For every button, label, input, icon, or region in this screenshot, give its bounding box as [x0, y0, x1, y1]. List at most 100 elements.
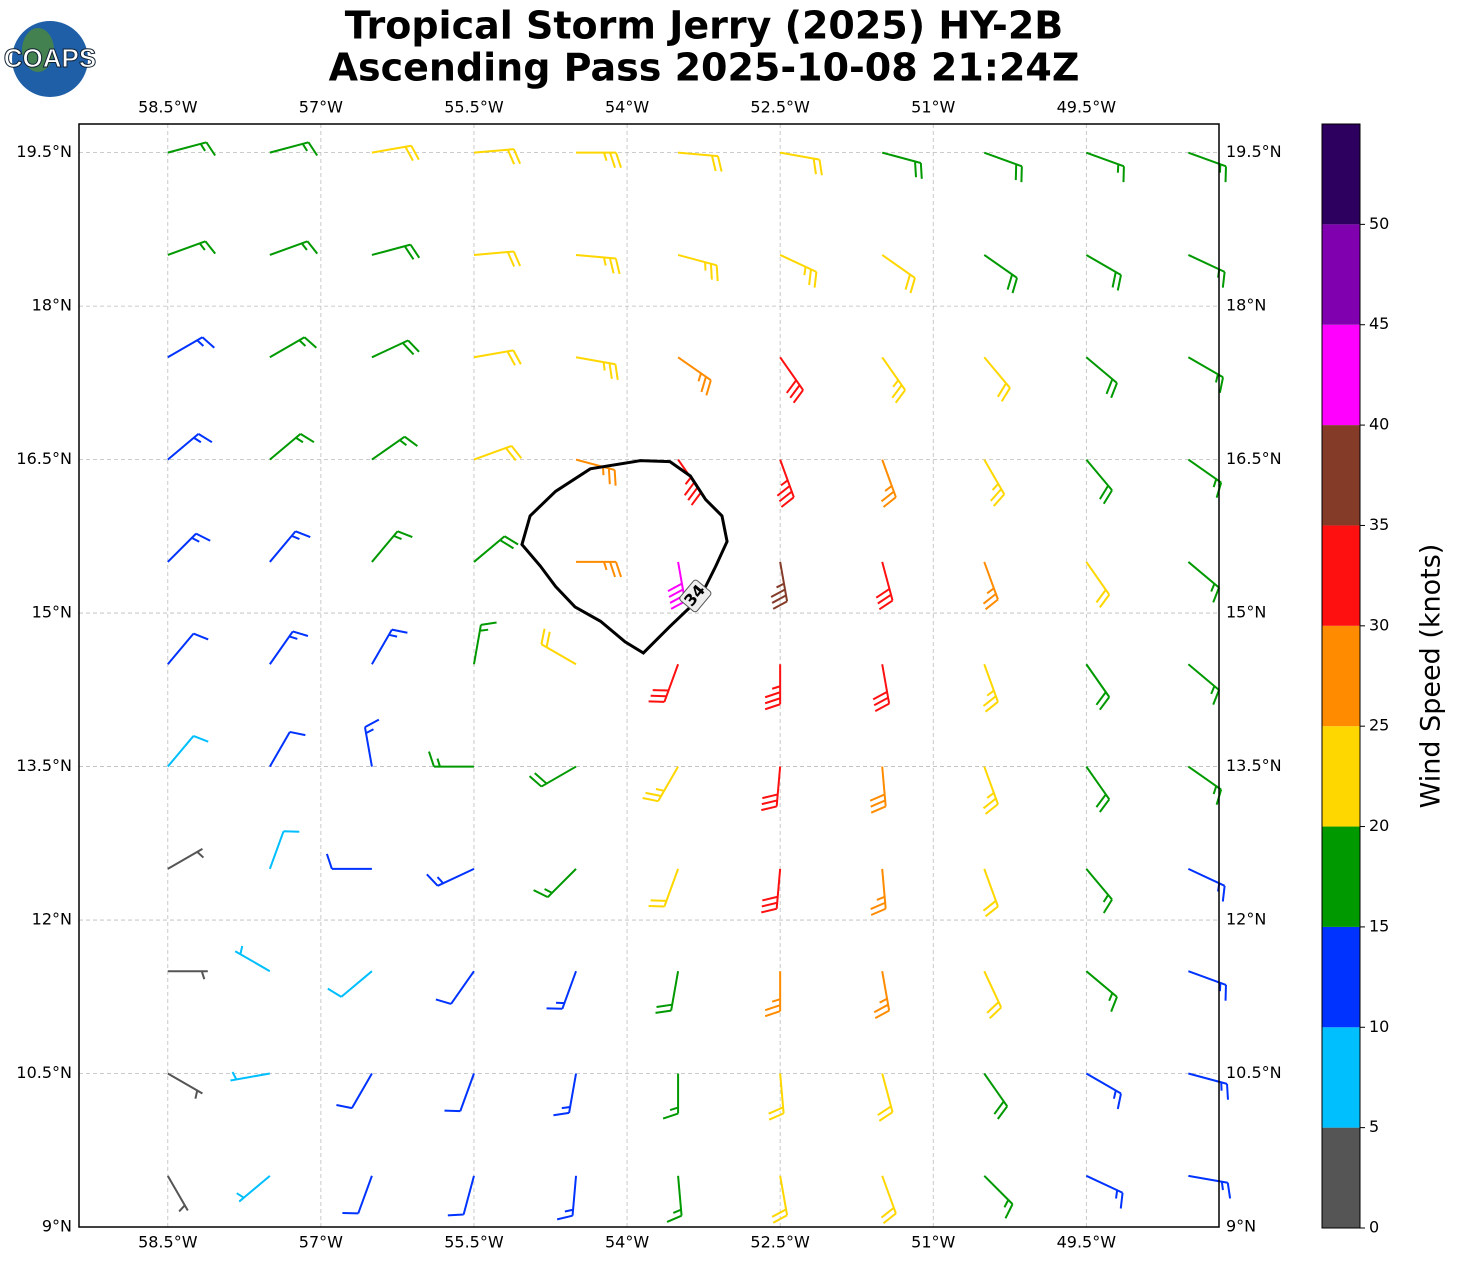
wind-barb	[167, 532, 211, 563]
barb-shape	[764, 971, 782, 1018]
wind-barb	[426, 867, 475, 887]
barb-shape	[983, 970, 1003, 1020]
wind-barb	[234, 945, 271, 973]
x-tick-label: 55.5°W	[444, 98, 504, 117]
y-tick-label: 18°N	[32, 296, 72, 315]
wind-barb	[983, 1072, 1009, 1120]
y-tick-label: 9°N	[1226, 1217, 1256, 1236]
wind-barb	[327, 970, 373, 998]
barb-shape	[167, 336, 215, 359]
colorbar-tick-label: 40	[1369, 415, 1389, 434]
wind-barb	[1085, 151, 1125, 183]
colorbar-tick-label: 35	[1369, 515, 1389, 534]
barb-shape	[325, 853, 372, 870]
wind-barb	[666, 1175, 683, 1223]
barb-shape	[872, 664, 891, 713]
x-tick-label: 49.5°W	[1057, 98, 1117, 117]
contour-label: 34	[680, 581, 709, 610]
barb-shape	[327, 970, 373, 998]
wind-barb	[983, 151, 1023, 183]
barb-shape	[1188, 1174, 1232, 1199]
barb-shape	[473, 250, 522, 267]
wind-barb	[575, 253, 621, 275]
wind-barb	[473, 148, 522, 165]
barb-shape	[167, 848, 205, 870]
wind-barb	[167, 433, 213, 461]
colorbar-segment	[1322, 625, 1360, 727]
wind-barb	[771, 1175, 789, 1224]
colorbar-tick-label: 15	[1369, 916, 1389, 935]
wind-barb	[1085, 765, 1111, 813]
wind-barb	[371, 628, 408, 665]
barb-shape	[1085, 868, 1113, 914]
wind-barb	[269, 336, 317, 359]
y-tick-label: 13.5°N	[1226, 756, 1282, 775]
colorbar-tick-label: 0	[1369, 1218, 1379, 1237]
y-tick-label: 10.5°N	[1226, 1063, 1282, 1082]
barb-shape	[472, 621, 497, 665]
barb-shape	[342, 1175, 373, 1215]
barb-shape	[234, 945, 271, 973]
wind-barb	[342, 1175, 373, 1215]
barb-shape	[576, 560, 622, 578]
wind-barb	[764, 664, 782, 711]
barb-shape	[983, 356, 1011, 402]
wind-barb	[880, 459, 897, 508]
barb-shape	[779, 151, 823, 176]
wind-barb	[269, 240, 319, 256]
barb-shape	[677, 254, 719, 282]
barb-shape	[880, 459, 897, 508]
wind-barb	[982, 663, 999, 713]
barb-shape	[426, 867, 475, 887]
wind-barb	[167, 1072, 203, 1099]
barb-shape	[776, 459, 795, 508]
wind-barb	[982, 868, 999, 918]
wind-barb	[1187, 356, 1224, 393]
barb-shape	[540, 628, 577, 666]
wind-barb	[167, 240, 216, 256]
wind-barb	[677, 254, 719, 282]
barb-shape	[1085, 1072, 1122, 1110]
y-tick-label: 19.5°N	[16, 142, 72, 161]
barb-shape	[642, 766, 679, 803]
wind-barb	[1187, 561, 1220, 603]
x-tick-label: 57°W	[299, 98, 343, 117]
barb-shape	[648, 868, 680, 908]
wind-barb	[770, 561, 789, 610]
wind-barb	[1085, 561, 1111, 608]
barb-shape	[167, 1072, 203, 1099]
colorbar-segment	[1322, 1027, 1360, 1128]
wind-barb	[1085, 1072, 1122, 1110]
wind-barb	[546, 970, 577, 1010]
wind-barb	[528, 765, 577, 788]
barb-shape	[779, 254, 818, 288]
barb-shape	[983, 151, 1023, 183]
barb-shape	[473, 349, 522, 366]
barb-shape	[877, 1073, 894, 1122]
barb-shape	[1187, 458, 1223, 498]
wind-barb	[1085, 1174, 1124, 1209]
wind-barb	[1188, 151, 1227, 183]
wind-barb	[167, 848, 205, 870]
wind-barb	[869, 766, 887, 814]
wind-barb	[363, 718, 380, 767]
barb-shape	[1085, 458, 1113, 505]
wind-barb	[779, 151, 823, 176]
colorbar-segment	[1322, 224, 1360, 325]
wind-barb	[575, 458, 617, 486]
barb-shape	[1085, 254, 1122, 291]
barb-shape	[764, 664, 782, 711]
barb-shape	[167, 632, 209, 665]
barb-shape	[983, 1072, 1009, 1120]
barb-shape	[880, 1175, 897, 1225]
barb-shape	[556, 1175, 578, 1221]
wind-barb	[881, 356, 906, 404]
y-tick-label: 19.5°N	[1226, 142, 1282, 161]
barb-shape	[167, 433, 213, 461]
wind-barb	[473, 349, 522, 366]
barb-shape	[982, 766, 999, 815]
wind-barb	[983, 356, 1011, 402]
barb-shape	[268, 830, 300, 870]
wind-barb	[880, 1175, 897, 1225]
